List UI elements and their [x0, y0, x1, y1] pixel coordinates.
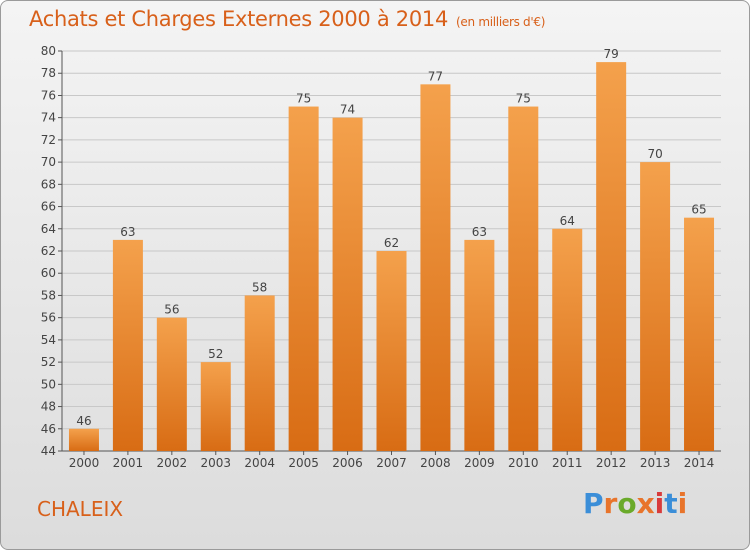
data-label: 65: [691, 203, 706, 217]
data-label: 79: [604, 47, 619, 61]
bar: [684, 217, 715, 451]
x-tick-label: 2003: [200, 456, 231, 470]
brand-letter: i: [654, 487, 665, 520]
bar: [244, 295, 275, 451]
bar: [420, 84, 451, 451]
y-tick-label: 46: [41, 422, 56, 436]
x-tick-label: 2000: [69, 456, 100, 470]
data-label: 75: [516, 92, 531, 106]
chart-title-text: Achats et Charges Externes 2000 à 2014: [29, 7, 449, 31]
bar: [640, 162, 671, 451]
bar: [156, 317, 187, 451]
data-label: 70: [647, 147, 662, 161]
tick-labels: 44 46 48 50 52 54 56 58 60 62 64 66 68 70 72 74 76 78 80 20…: [41, 44, 715, 470]
bars: [68, 62, 715, 452]
y-tick-label: 70: [41, 155, 56, 169]
bar: [288, 106, 319, 452]
bar: [376, 251, 407, 451]
chart-subtitle: (en milliers d'€): [456, 15, 546, 29]
data-label: 63: [120, 225, 135, 239]
y-tick-label: 60: [41, 266, 56, 280]
y-tick-label: 68: [41, 177, 56, 191]
bar: [68, 428, 99, 451]
x-tick-label: 2001: [113, 456, 144, 470]
y-tick-label: 64: [41, 222, 56, 236]
y-tick-label: 44: [41, 444, 56, 458]
bar: [508, 106, 539, 452]
y-tick-label: 78: [41, 66, 56, 80]
x-tick-label: 2010: [508, 456, 539, 470]
data-label: 52: [208, 347, 223, 361]
y-tick-label: 54: [41, 333, 56, 347]
data-label: 62: [384, 236, 399, 250]
x-tick-label: 2008: [420, 456, 451, 470]
y-tick-label: 72: [41, 133, 56, 147]
x-tick-label: 2009: [464, 456, 495, 470]
data-label: 56: [164, 303, 179, 317]
brand-letter: o: [617, 487, 637, 520]
data-label: 75: [296, 92, 311, 106]
x-tick-label: 2014: [684, 456, 715, 470]
y-tick-label: 56: [41, 311, 56, 325]
brand-letter: t: [664, 487, 678, 520]
x-tick-label: 2004: [244, 456, 275, 470]
bar: [596, 62, 627, 451]
chart-title: Achats et Charges Externes 2000 à 2014 (e…: [29, 7, 545, 31]
y-tick-label: 48: [41, 400, 56, 414]
bar: [112, 239, 143, 451]
bar: [464, 239, 495, 451]
y-tick-label: 62: [41, 244, 56, 258]
commune-name: CHALEIX: [37, 497, 124, 521]
x-tick-label: 2011: [552, 456, 583, 470]
y-tick-label: 66: [41, 200, 56, 214]
data-label: 64: [560, 214, 575, 228]
y-tick-label: 76: [41, 88, 56, 102]
data-label: 63: [472, 225, 487, 239]
brand-letter: r: [603, 487, 618, 520]
bar: [552, 228, 583, 451]
x-tick-label: 2012: [596, 456, 627, 470]
data-label: 58: [252, 280, 267, 294]
x-tick-label: 2006: [332, 456, 363, 470]
data-label: 46: [76, 414, 91, 428]
brand-letter: i: [677, 487, 688, 520]
y-tick-label: 50: [41, 377, 56, 391]
bar: [332, 117, 363, 452]
data-label: 74: [340, 103, 355, 117]
y-tick-label: 80: [41, 44, 56, 58]
y-tick-label: 74: [41, 111, 56, 125]
data-labels: 46 63 56 52 58 75 74 62 77 63 75 64 79 70 65: [76, 47, 706, 428]
brand-letter: P: [583, 487, 604, 520]
y-tick-label: 58: [41, 288, 56, 302]
data-label: 77: [428, 69, 443, 83]
x-tick-label: 2007: [376, 456, 407, 470]
proxiti-logo: Proxiti: [583, 487, 687, 520]
x-tick-label: 2005: [288, 456, 319, 470]
x-tick-label: 2013: [640, 456, 671, 470]
brand-letter: x: [636, 487, 655, 520]
x-tick-label: 2002: [157, 456, 188, 470]
y-tick-label: 52: [41, 355, 56, 369]
bar: [200, 362, 231, 451]
